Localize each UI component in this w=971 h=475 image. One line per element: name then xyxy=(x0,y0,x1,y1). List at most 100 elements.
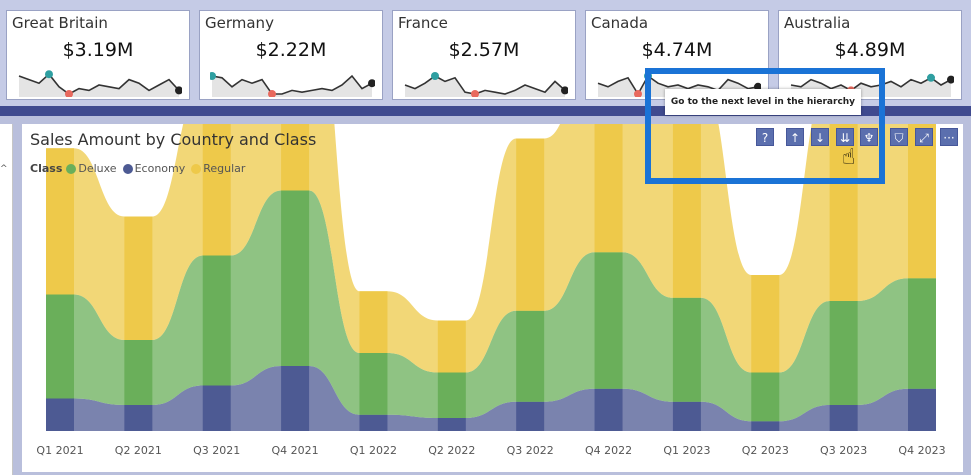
bar-deluxe xyxy=(281,190,310,366)
sparkline-high-marker xyxy=(210,72,216,80)
kpi-country-name: France xyxy=(398,14,448,32)
expand-next-level-icon[interactable]: ⇊ xyxy=(836,128,854,146)
bar-regular xyxy=(829,124,858,301)
chevron-up-icon[interactable]: ^ xyxy=(0,164,8,174)
legend-label-economy: Economy xyxy=(134,162,186,175)
bar-regular xyxy=(202,124,231,256)
bar-economy xyxy=(437,418,466,431)
sparkline-low-marker xyxy=(268,90,276,97)
bar-regular xyxy=(359,291,388,353)
sparkline-area xyxy=(405,76,565,97)
bar-economy xyxy=(124,405,153,431)
legend-item-regular[interactable]: Regular xyxy=(191,162,245,175)
kpi-value: $3.19M xyxy=(62,39,134,61)
focus-mode-icon[interactable]: ⤢ xyxy=(915,128,933,146)
legend-item-deluxe[interactable]: Deluxe xyxy=(66,162,117,175)
drill-up-icon[interactable]: ↑ xyxy=(786,128,804,146)
sparkline-line xyxy=(18,73,180,95)
bar-economy xyxy=(359,414,388,431)
kpi-card[interactable]: Australia $4.89M xyxy=(778,10,962,100)
expand-all-icon[interactable]: ♆ xyxy=(860,128,878,146)
kpi-strip: Great Britain $3.19M Germany $2.22M France $2… xyxy=(0,0,971,106)
sparkline-last-marker xyxy=(175,86,182,95)
bar-economy xyxy=(908,388,936,431)
bar-regular xyxy=(281,124,310,191)
sparkline-line xyxy=(404,75,566,95)
sparkline-high-marker xyxy=(927,73,935,82)
tooltip: Go to the next level in the hierarchy xyxy=(665,89,861,115)
kpi-card[interactable]: Great Britain $3.19M xyxy=(6,10,190,100)
x-tick-label: Q2 2022 xyxy=(428,444,475,457)
x-tick-label: Q1 2021 xyxy=(36,444,83,457)
bar-deluxe xyxy=(359,353,388,415)
legend-item-economy[interactable]: Economy xyxy=(122,162,186,175)
sparkline-low-marker xyxy=(471,90,479,97)
bar-deluxe xyxy=(202,255,231,386)
drill-down-icon[interactable]: ↓ xyxy=(811,128,829,146)
bar-economy xyxy=(751,421,780,431)
kpi-card[interactable]: Canada $4.74M xyxy=(585,10,769,100)
left-panel: ^ xyxy=(0,124,13,475)
bar-deluxe xyxy=(751,372,780,422)
bar-deluxe xyxy=(672,297,701,402)
x-tick-label: Q1 2022 xyxy=(350,444,397,457)
x-tick-label: Q2 2021 xyxy=(115,444,162,457)
kpi-value: $4.74M xyxy=(641,39,713,61)
kpi-country-name: Germany xyxy=(205,14,274,32)
x-tick-label: Q3 2021 xyxy=(193,444,240,457)
bar-deluxe xyxy=(46,294,74,399)
help-icon[interactable]: ? xyxy=(756,128,774,146)
legend-label-regular: Regular xyxy=(203,162,246,175)
kpi-country-name: Great Britain xyxy=(12,14,108,32)
series-band-economy xyxy=(46,366,936,431)
x-tick-label: Q4 2021 xyxy=(272,444,319,457)
bar-economy xyxy=(516,401,545,431)
chart-title: Sales Amount by Country and Class xyxy=(30,130,317,149)
legend-dot-regular xyxy=(191,163,202,174)
series-band-regular xyxy=(46,124,936,373)
sparkline-last-marker xyxy=(561,86,568,95)
bar-regular xyxy=(124,216,153,340)
legend-dot-deluxe xyxy=(66,163,77,174)
bar-regular xyxy=(437,320,466,373)
bar-regular xyxy=(751,275,780,373)
filter-icon[interactable]: ⛉ xyxy=(890,128,908,146)
sparkline-last-marker xyxy=(754,82,761,91)
chart-canvas: Q1 2021 Q2 2021 Q3 2021 Q4 2021 Q1 2022 Q2 20… xyxy=(36,124,946,457)
bar-deluxe xyxy=(124,340,153,405)
legend-dot-economy xyxy=(122,163,133,174)
kpi-country-name: Canada xyxy=(591,14,649,32)
cursor-hand-icon: ☝ xyxy=(842,145,855,170)
x-tick-label: Q4 2022 xyxy=(585,444,632,457)
bar-economy xyxy=(594,388,623,431)
kpi-card[interactable]: France $2.57M xyxy=(392,10,576,100)
x-tick-label: Q4 2023 xyxy=(898,444,945,457)
kpi-card[interactable]: Germany $2.22M xyxy=(199,10,383,100)
sparkline xyxy=(210,72,375,97)
sparkline-high-marker xyxy=(45,70,53,79)
x-tick-label: Q1 2023 xyxy=(663,444,710,457)
bar-regular xyxy=(672,124,701,298)
kpi-value: $4.89M xyxy=(834,39,906,61)
bar-deluxe xyxy=(908,278,936,389)
bar-regular xyxy=(594,124,623,253)
sparkline-high-marker xyxy=(431,72,439,80)
chart-visual[interactable]: Q1 2021 Q2 2021 Q3 2021 Q4 2021 Q1 2022 Q2 20… xyxy=(22,124,963,472)
more-options-icon[interactable]: ··· xyxy=(940,128,958,146)
bar-regular xyxy=(516,138,545,311)
bar-economy xyxy=(46,398,74,431)
bar-regular xyxy=(908,124,936,279)
sparkline-last-marker xyxy=(947,75,954,84)
sparkline-line xyxy=(597,74,759,96)
bar-economy xyxy=(672,401,701,431)
x-tick-label: Q3 2023 xyxy=(820,444,867,457)
x-tick-label: Q3 2022 xyxy=(507,444,554,457)
sparkline-last-marker xyxy=(368,79,375,88)
bar-economy xyxy=(281,366,310,431)
kpi-value: $2.57M xyxy=(448,39,520,61)
kpi-country-name: Australia xyxy=(784,14,851,32)
sparkline-low-marker xyxy=(634,90,642,97)
sparkline-low-marker xyxy=(65,90,73,97)
sparkline xyxy=(404,72,568,97)
sparkline xyxy=(18,70,182,97)
